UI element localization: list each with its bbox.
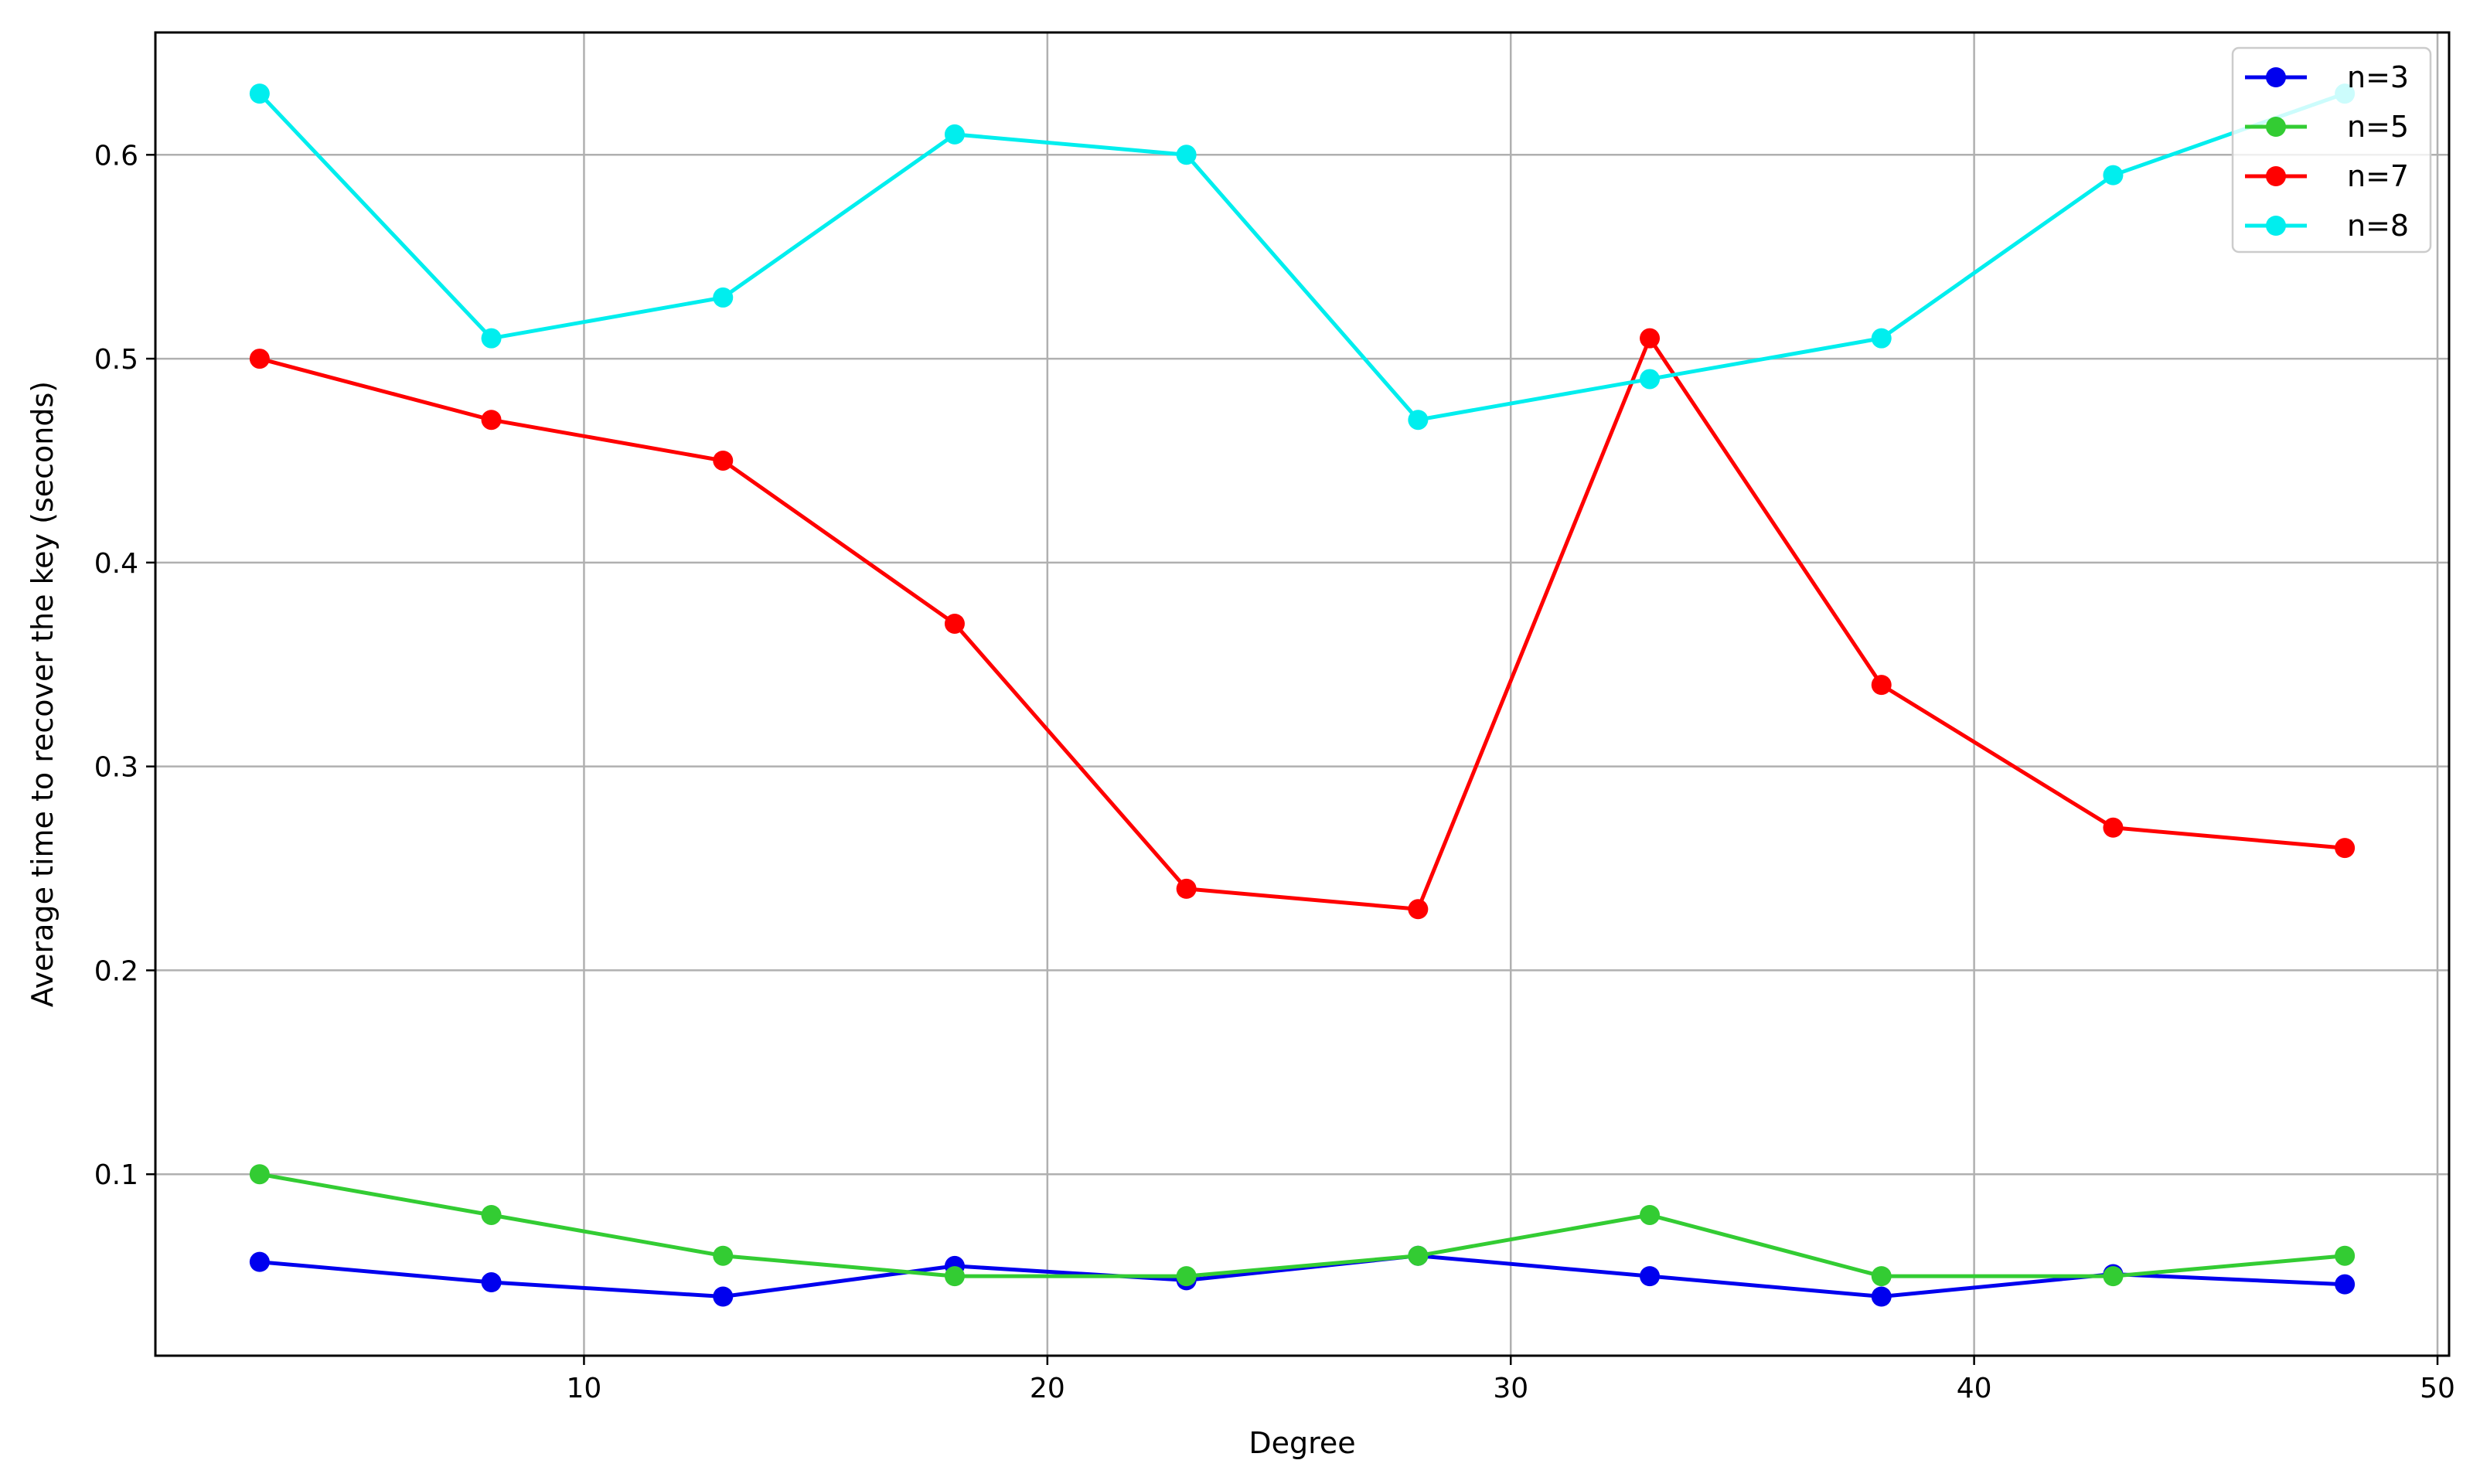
legend-item: n=3 bbox=[2245, 60, 2409, 94]
data-point bbox=[1640, 369, 1661, 390]
data-point bbox=[2103, 165, 2124, 186]
x-tick-label: 50 bbox=[2420, 1373, 2455, 1404]
y-axis-label: Average time to recover the key (seconds… bbox=[26, 381, 60, 1007]
legend-item: n=8 bbox=[2245, 209, 2409, 243]
y-tick-label: 0.3 bbox=[94, 752, 138, 784]
data-point bbox=[944, 124, 965, 145]
legend-label: n=8 bbox=[2347, 209, 2409, 243]
legend-swatch-marker bbox=[2266, 117, 2286, 137]
data-point bbox=[1871, 328, 1892, 349]
data-point bbox=[1408, 899, 1429, 920]
data-point bbox=[481, 1272, 502, 1293]
data-point bbox=[1176, 1266, 1197, 1287]
legend-label: n=7 bbox=[2347, 159, 2409, 193]
legend: n=3 n=5 n=7 n=8 bbox=[2231, 46, 2432, 254]
data-point bbox=[713, 287, 734, 308]
data-point bbox=[2335, 838, 2356, 859]
data-point bbox=[1408, 1245, 1429, 1266]
y-tick-label: 0.2 bbox=[94, 955, 138, 987]
data-point bbox=[2103, 817, 2124, 838]
legend-swatch-marker bbox=[2266, 216, 2286, 236]
data-point bbox=[2335, 1274, 2356, 1295]
x-tick-label: 10 bbox=[567, 1373, 602, 1404]
legend-label: n=5 bbox=[2347, 110, 2409, 144]
data-point bbox=[1408, 410, 1429, 431]
series-line bbox=[259, 336, 2345, 911]
series-n=8 bbox=[249, 83, 2356, 431]
data-point bbox=[1176, 145, 1197, 165]
data-point bbox=[944, 613, 965, 634]
y-tick-label: 0.5 bbox=[94, 344, 138, 376]
y-tick-label: 0.4 bbox=[94, 548, 138, 580]
series-n=3 bbox=[249, 1245, 2356, 1307]
x-tick-label: 30 bbox=[1493, 1373, 1528, 1404]
y-tick-label: 0.6 bbox=[94, 140, 138, 172]
data-point bbox=[481, 1204, 502, 1225]
x-axis-label: Degree bbox=[1249, 1426, 1355, 1460]
x-axis-ticks: 10 20 30 40 50 bbox=[567, 1356, 2455, 1404]
plot-frame bbox=[154, 31, 2451, 1357]
series-line bbox=[259, 1172, 2345, 1278]
series-n=7 bbox=[249, 328, 2356, 920]
data-point bbox=[713, 1245, 734, 1266]
x-tick-label: 20 bbox=[1030, 1373, 1065, 1404]
data-point bbox=[944, 1266, 965, 1287]
data-point bbox=[1640, 1266, 1661, 1287]
data-point bbox=[1640, 1204, 1661, 1225]
grid-lines bbox=[155, 32, 2449, 1356]
series-layer bbox=[249, 83, 2356, 1307]
legend-label: n=3 bbox=[2347, 60, 2409, 94]
data-point bbox=[713, 1286, 734, 1307]
data-point bbox=[2103, 1266, 2124, 1287]
data-point bbox=[249, 1251, 270, 1272]
data-point bbox=[1871, 675, 1892, 696]
series-line bbox=[259, 1254, 2345, 1298]
y-tick-label: 0.1 bbox=[94, 1159, 138, 1191]
y-axis-ticks: 0.1 0.2 0.3 0.4 0.5 0.6 bbox=[94, 140, 155, 1191]
legend-item: n=7 bbox=[2245, 159, 2409, 193]
data-point bbox=[249, 349, 270, 369]
data-point bbox=[1871, 1266, 1892, 1287]
data-point bbox=[249, 83, 270, 104]
data-point bbox=[481, 410, 502, 431]
data-point bbox=[2335, 1245, 2356, 1266]
data-point bbox=[1640, 328, 1661, 349]
series-line bbox=[258, 91, 2345, 422]
legend-item: n=5 bbox=[2245, 110, 2409, 144]
data-point bbox=[249, 1164, 270, 1185]
data-point bbox=[1871, 1286, 1892, 1307]
x-tick-label: 40 bbox=[1957, 1373, 1992, 1404]
series-n=5 bbox=[249, 1164, 2356, 1287]
data-point bbox=[713, 450, 734, 471]
data-point bbox=[481, 328, 502, 349]
legend-swatch-marker bbox=[2266, 166, 2286, 186]
data-point bbox=[1176, 878, 1197, 899]
legend-box bbox=[2231, 46, 2432, 254]
legend-swatch-marker bbox=[2266, 67, 2286, 87]
